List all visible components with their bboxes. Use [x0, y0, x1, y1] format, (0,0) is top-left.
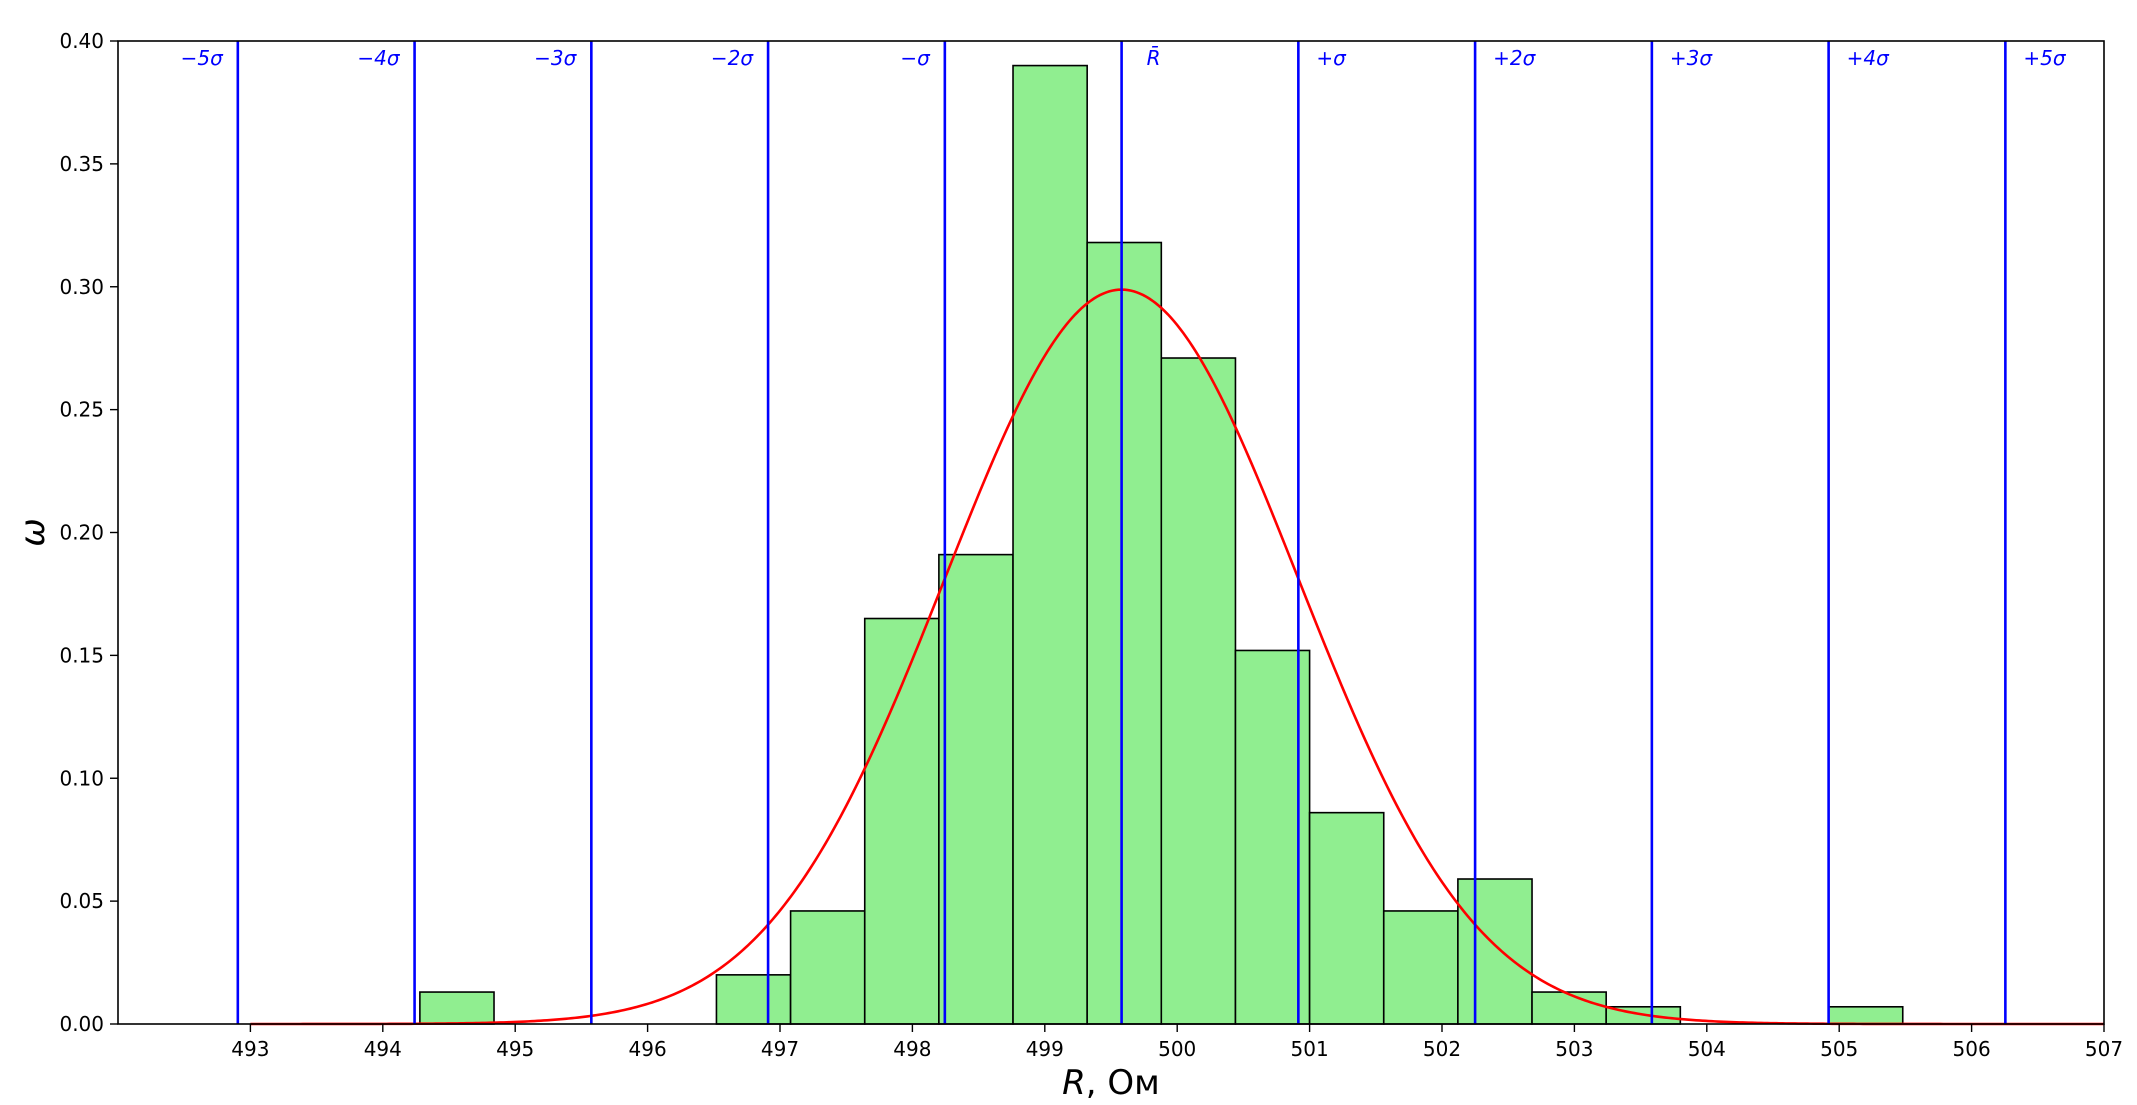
x-tick-label: 493: [231, 1037, 269, 1061]
y-tick-label: 0.05: [59, 889, 104, 913]
x-tick-label: 494: [364, 1037, 402, 1061]
y-tick-label: 0.30: [59, 275, 104, 299]
y-axis-title: ω: [13, 518, 53, 546]
histogram-bar: [789, 910, 866, 1025]
x-tick-label: 496: [629, 1037, 667, 1061]
histogram-bar: [1086, 241, 1163, 1025]
sigma-label: +4σ: [1847, 46, 1890, 70]
histogram-bar: [1457, 878, 1533, 1025]
x-tick-label: 497: [761, 1037, 799, 1061]
sigma-label: −4σ: [357, 46, 400, 70]
histogram-bars: [419, 64, 1904, 1025]
x-tick-label: 500: [1158, 1037, 1196, 1061]
sigma-label: −3σ: [534, 46, 577, 70]
sigma-label: +2σ: [1493, 46, 1536, 70]
x-tick-label: 499: [1026, 1037, 1064, 1061]
sigma-label: −5σ: [181, 46, 224, 70]
x-axis-title: R, Ом: [1062, 1063, 1160, 1103]
x-tick-label: 498: [893, 1037, 931, 1061]
x-tick-label: 506: [1953, 1037, 1991, 1061]
sigma-label: +5σ: [2023, 46, 2066, 70]
y-tick-label: 0.00: [59, 1012, 104, 1036]
histogram-bar: [863, 617, 940, 1025]
histogram-bar: [1012, 64, 1088, 1025]
y-tick-label: 0.20: [59, 521, 104, 545]
x-tick-label: 505: [1820, 1037, 1858, 1061]
x-axis-ticks: 493 494 495 496 497 498 499 500 501 502 503 504 505 5…: [231, 1024, 2123, 1061]
x-tick-label: 503: [1555, 1037, 1593, 1061]
histogram-bar: [715, 974, 792, 1025]
sigma-label: −σ: [900, 46, 931, 70]
histogram-bar: [419, 991, 495, 1025]
y-axis-ticks: 0.00 0.05 0.10 0.15 0.20 0.25 0.30 0.35 0.40: [59, 29, 118, 1036]
x-tick-label: 501: [1291, 1037, 1329, 1061]
y-tick-label: 0.35: [59, 152, 104, 176]
histogram-bar: [1308, 811, 1385, 1025]
y-tick-label: 0.10: [59, 766, 104, 790]
x-tick-label: 504: [1688, 1037, 1726, 1061]
mean-label: R̄: [1147, 45, 1161, 70]
x-tick-label: 502: [1423, 1037, 1461, 1061]
sigma-label: +3σ: [1670, 46, 1713, 70]
sigma-label: +σ: [1316, 46, 1347, 70]
sigma-label: −2σ: [711, 46, 754, 70]
histogram-bar: [1382, 910, 1459, 1025]
histogram-bar: [938, 553, 1014, 1025]
histogram-bar: [1160, 357, 1237, 1025]
y-tick-label: 0.15: [59, 643, 104, 667]
y-tick-label: 0.40: [59, 29, 104, 53]
x-tick-label: 507: [2085, 1037, 2123, 1061]
sigma-lines-group: −5σ −4σ −3σ −2σ −σ R̄ +σ +2σ +3σ +4σ +5σ: [181, 41, 2067, 1024]
x-tick-label: 495: [496, 1037, 534, 1061]
histogram-bar: [1531, 991, 1607, 1025]
histogram-bar: [1827, 1005, 1904, 1025]
y-tick-label: 0.25: [59, 398, 104, 422]
